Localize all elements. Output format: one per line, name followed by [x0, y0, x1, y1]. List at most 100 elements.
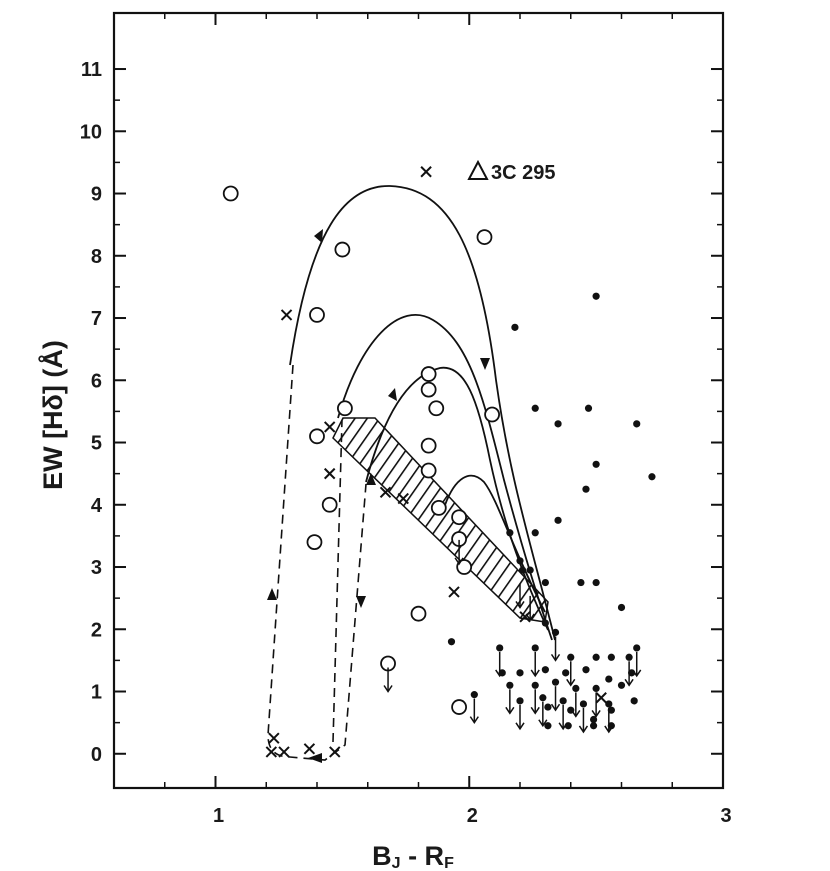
upper-limit-arrow [515, 704, 525, 731]
cross-point [278, 746, 290, 758]
y-tick-label: 1 [91, 682, 102, 704]
upper-limit-arrow [469, 698, 479, 724]
filled-circle-point [605, 675, 613, 683]
filled-circle-point [633, 644, 641, 652]
upper-limit-arrow [571, 692, 581, 718]
y-tick-label: 6 [91, 370, 102, 392]
filled-circle-point [518, 566, 527, 574]
y-tick-label: 7 [91, 308, 102, 330]
filled-circle-point [625, 653, 633, 661]
upper-limit-arrow [624, 661, 634, 687]
open-circle-point [306, 534, 323, 551]
filled-circle-point [551, 628, 560, 636]
filled-circle-point [589, 722, 598, 730]
filled-circle-point [589, 715, 598, 724]
upper-limit-arrow [530, 689, 540, 715]
y-tick-label: 9 [91, 184, 102, 206]
open-circle-point [476, 229, 493, 245]
open-circle-point [420, 381, 437, 398]
cross-point [280, 309, 293, 321]
filled-circle-point [584, 404, 593, 412]
filled-circle-point [554, 420, 562, 428]
upper-limit-arrow [558, 704, 568, 731]
triangle-marker [467, 159, 489, 180]
filled-circle-point [582, 666, 590, 674]
y-tick-label: 10 [80, 121, 102, 143]
filled-circle-point [539, 694, 547, 702]
filled-circle-point [582, 485, 590, 493]
open-circle-point [484, 406, 500, 423]
cross-point [595, 692, 607, 704]
filled-circle-point [470, 691, 478, 699]
arrow-up-track [314, 229, 323, 243]
y-tick-label: 0 [91, 744, 102, 766]
filled-circle-point [605, 700, 613, 708]
filled-circle-point [630, 697, 638, 705]
open-circle-point [451, 509, 468, 526]
arrow-down-track [480, 358, 490, 370]
open-circle-point [420, 437, 437, 454]
track-curve-bottom [444, 474, 546, 613]
y-tick-label: 5 [91, 433, 102, 455]
arrow-down-dashed [356, 596, 366, 608]
filled-circle-point [592, 460, 600, 468]
filled-circle-point [562, 669, 570, 677]
filled-circle-point [541, 666, 549, 674]
open-circle-point [321, 496, 338, 513]
cross-point [397, 492, 409, 505]
open-circle-point [410, 605, 427, 622]
filled-circle-point [511, 323, 519, 331]
open-circle-point [222, 185, 239, 202]
y-tick-label: 2 [91, 619, 102, 641]
filled-circle-point [607, 653, 615, 661]
filled-circle-point [544, 722, 552, 730]
upper-limit-arrow [550, 636, 561, 662]
y-tick-label: 8 [91, 246, 102, 268]
upper-limit-arrow [383, 667, 393, 693]
upper-limit-arrow [530, 651, 540, 678]
filled-circle-point [572, 684, 580, 693]
cross-point [323, 421, 336, 433]
filled-circle-point [592, 578, 600, 587]
filled-circle-point [579, 700, 588, 708]
y-tick-label: 4 [91, 495, 103, 517]
track-curve-top [289, 185, 556, 641]
annotation-label: 3C 295 [491, 162, 556, 184]
data-points [222, 166, 656, 758]
upper-limit-arrow [515, 583, 525, 609]
open-circle-point [456, 559, 473, 575]
filled-circle-point [592, 292, 600, 300]
y-tick-label: 3 [91, 557, 102, 579]
open-circle-point [309, 428, 325, 445]
filled-circle-point [567, 653, 575, 661]
upper-limit-arrow [454, 539, 464, 566]
filled-circle-point [541, 578, 549, 587]
y-tick-label: 11 [81, 59, 102, 81]
dashed-track-inner [332, 419, 343, 743]
filled-circle-point [577, 578, 585, 587]
filled-circle-point [592, 653, 600, 661]
open-circle-point [428, 400, 445, 417]
upper-limit-arrow [538, 701, 548, 728]
filled-circle-point [516, 697, 524, 705]
arrow-lower-curve [388, 388, 397, 401]
track-arrows [267, 229, 490, 763]
filled-circle-point [506, 681, 514, 689]
track-curve-middle [337, 314, 553, 641]
upper-limit-arrow [550, 686, 561, 712]
cross-point [329, 746, 341, 758]
upper-limit-arrow [525, 595, 535, 622]
filled-circle-point [554, 516, 562, 524]
y-axis-title: EW [Hδ] (Å) [37, 340, 68, 490]
x-axis-title: BJ - RF [372, 841, 454, 871]
upper-limit-arrow [591, 692, 601, 718]
cross-point [265, 746, 278, 758]
filled-circle-point [592, 684, 600, 693]
cross-point [420, 166, 432, 178]
arrow-up-left [267, 588, 277, 600]
upper-limit-arrow [566, 661, 576, 687]
x-tick-label: 2 [467, 805, 478, 827]
open-circle-point [430, 499, 447, 516]
annotation-3c295: 3C 295 [467, 159, 556, 184]
